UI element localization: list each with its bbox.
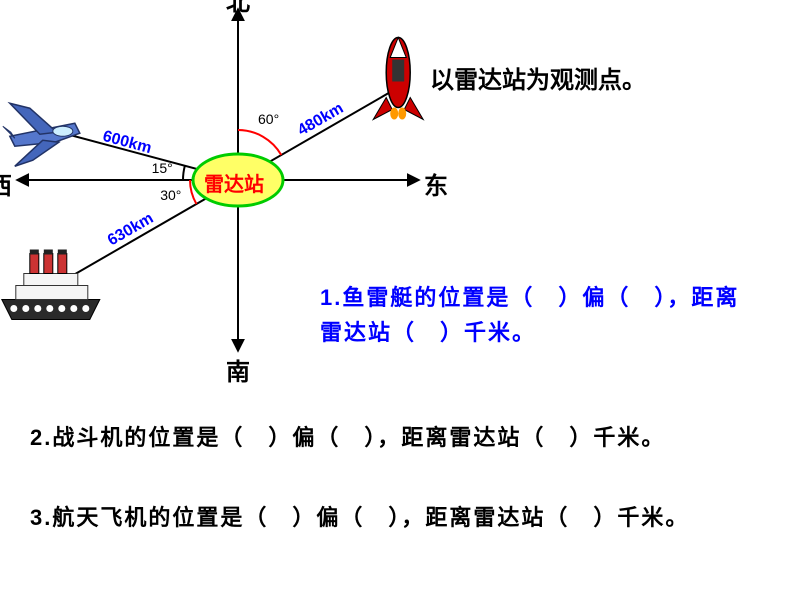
title-text: 以雷达站为观测点。 bbox=[430, 60, 646, 95]
question-2: 2.战斗机的位置是（ ）偏（ ），距离雷达站（ ）千米。 bbox=[30, 420, 750, 455]
ship-icon bbox=[2, 250, 100, 320]
shuttle-icon bbox=[373, 38, 423, 120]
radar-label: 雷达站 bbox=[204, 168, 264, 197]
north-label: 北 bbox=[226, 0, 250, 17]
fighter-angle: 15° bbox=[152, 160, 173, 176]
fighter-icon bbox=[3, 103, 80, 166]
south-label: 南 bbox=[226, 352, 250, 387]
shuttle-angle: 60° bbox=[258, 111, 279, 127]
question-1: 1.鱼雷艇的位置是（ ）偏（ ），距离雷达站（ ）千米。 bbox=[320, 280, 760, 350]
west-label: 西 bbox=[0, 166, 12, 201]
question-3: 3.航天飞机的位置是（ ）偏（ ），距离雷达站（ ）千米。 bbox=[30, 500, 750, 535]
east-label: 东 bbox=[424, 166, 448, 201]
ship-angle: 30° bbox=[160, 187, 181, 203]
